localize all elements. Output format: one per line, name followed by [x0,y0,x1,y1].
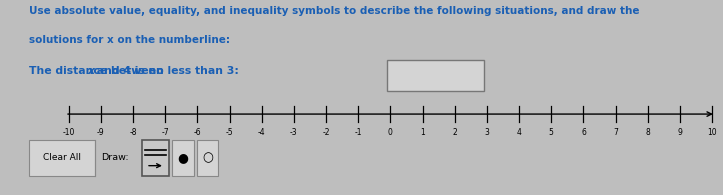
FancyBboxPatch shape [197,140,218,176]
Text: ○: ○ [202,152,213,164]
Text: 5: 5 [549,128,554,137]
Text: -4: -4 [258,128,265,137]
Text: 4: 4 [517,128,521,137]
Text: 8: 8 [646,128,650,137]
Text: and 4 is no less than 3:: and 4 is no less than 3: [93,66,239,76]
Text: -3: -3 [290,128,298,137]
FancyBboxPatch shape [142,140,169,176]
Text: 2: 2 [453,128,457,137]
Text: 3: 3 [484,128,489,137]
Text: solutions for x on the numberline:: solutions for x on the numberline: [29,35,230,45]
Text: Draw:: Draw: [101,153,129,162]
FancyBboxPatch shape [387,60,484,91]
Text: -7: -7 [161,128,169,137]
FancyBboxPatch shape [172,140,194,176]
Text: 1: 1 [420,128,425,137]
Text: 7: 7 [613,128,618,137]
Text: -5: -5 [226,128,234,137]
Text: -9: -9 [97,128,105,137]
Text: 0: 0 [388,128,393,137]
Text: Clear All: Clear All [43,153,81,162]
Text: -10: -10 [62,128,75,137]
Text: Use absolute value, equality, and inequality symbols to describe the following s: Use absolute value, equality, and inequa… [29,6,639,16]
FancyBboxPatch shape [29,140,95,176]
Text: The distance between: The distance between [29,66,168,76]
Text: -2: -2 [322,128,330,137]
Text: -6: -6 [194,128,201,137]
Text: 10: 10 [707,128,717,137]
Text: -1: -1 [354,128,362,137]
Text: -8: -8 [129,128,137,137]
Text: ●: ● [177,152,189,164]
Text: 6: 6 [581,128,586,137]
Text: x: x [87,66,95,76]
Text: 9: 9 [677,128,683,137]
